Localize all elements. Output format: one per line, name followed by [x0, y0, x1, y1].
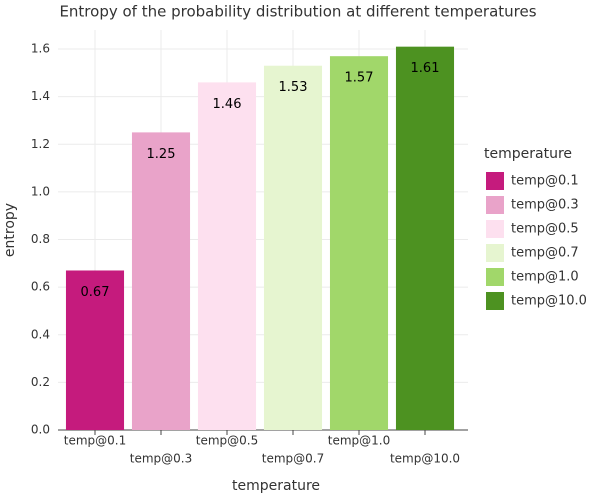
legend-label: temp@1.0 [511, 270, 579, 285]
legend-label: temp@0.1 [511, 174, 579, 189]
legend-swatch [486, 244, 504, 262]
y-tick-label: 1.2 [31, 137, 50, 151]
y-tick-label: 0.4 [31, 327, 50, 341]
x-tick-label: temp@0.7 [262, 452, 324, 466]
x-axis-title: temperature [232, 478, 320, 494]
legend-swatch [486, 172, 504, 190]
bar [131, 132, 191, 430]
bar [65, 270, 125, 430]
y-tick-label: 0.6 [31, 280, 50, 294]
legend-title: temperature [484, 146, 572, 162]
legend-label: temp@0.3 [511, 198, 579, 213]
chart-title: Entropy of the probability distribution … [59, 3, 536, 21]
value-label: 0.67 [81, 285, 110, 300]
legend-swatch [486, 220, 504, 238]
legend-label: temp@0.7 [511, 246, 579, 261]
value-label: 1.25 [147, 147, 176, 162]
bar [263, 65, 323, 430]
x-tick-label: temp@0.3 [130, 452, 192, 466]
legend-label: temp@10.0 [511, 294, 587, 309]
legend-swatch [486, 292, 504, 310]
x-tick-label: temp@10.0 [390, 452, 460, 466]
legend-label: temp@0.5 [511, 222, 579, 237]
y-tick-label: 1.6 [31, 42, 50, 56]
x-tick-label: temp@0.5 [196, 434, 258, 448]
value-label: 1.46 [213, 97, 242, 112]
value-label: 1.53 [279, 80, 308, 95]
y-tick-label: 0.0 [31, 423, 50, 437]
value-label: 1.57 [345, 71, 374, 86]
legend-swatch [486, 268, 504, 286]
y-axis-title: entropy [2, 203, 18, 257]
x-tick-label: temp@0.1 [64, 434, 126, 448]
bar [329, 56, 389, 430]
x-tick-label: temp@1.0 [328, 434, 390, 448]
bar [197, 82, 257, 430]
legend-swatch [486, 196, 504, 214]
y-tick-label: 1.4 [31, 89, 50, 103]
y-tick-label: 1.0 [31, 184, 50, 198]
y-tick-label: 0.8 [31, 232, 50, 246]
y-tick-label: 0.2 [31, 375, 50, 389]
value-label: 1.61 [411, 61, 440, 76]
bar [395, 46, 455, 431]
